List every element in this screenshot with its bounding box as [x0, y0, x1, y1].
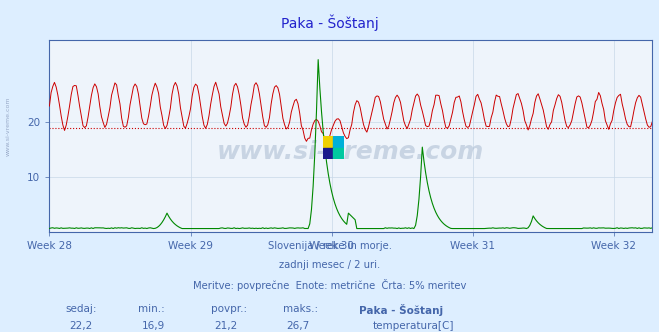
Text: 22,2: 22,2	[69, 321, 92, 331]
Text: temperatura[C]: temperatura[C]	[373, 321, 455, 331]
Text: Paka - Šoštanj: Paka - Šoštanj	[359, 304, 444, 316]
Bar	[323, 148, 333, 159]
Text: zadnji mesec / 2 uri.: zadnji mesec / 2 uri.	[279, 260, 380, 270]
Bar	[333, 148, 344, 159]
Text: Paka - Šoštanj: Paka - Šoštanj	[281, 15, 378, 32]
Text: 16,9: 16,9	[142, 321, 165, 331]
Text: 21,2: 21,2	[214, 321, 237, 331]
Text: min.:: min.:	[138, 304, 165, 314]
Text: povpr.:: povpr.:	[211, 304, 247, 314]
Text: sedaj:: sedaj:	[66, 304, 98, 314]
Text: 26,7: 26,7	[287, 321, 310, 331]
Bar	[333, 136, 344, 148]
Text: Slovenija / reke in morje.: Slovenija / reke in morje.	[268, 241, 391, 251]
Text: www.si-vreme.com: www.si-vreme.com	[5, 96, 11, 156]
Text: maks.:: maks.:	[283, 304, 318, 314]
Text: www.si-vreme.com: www.si-vreme.com	[217, 139, 484, 164]
Text: Meritve: povprečne  Enote: metrične  Črta: 5% meritev: Meritve: povprečne Enote: metrične Črta:…	[193, 279, 466, 291]
Bar	[323, 136, 333, 148]
